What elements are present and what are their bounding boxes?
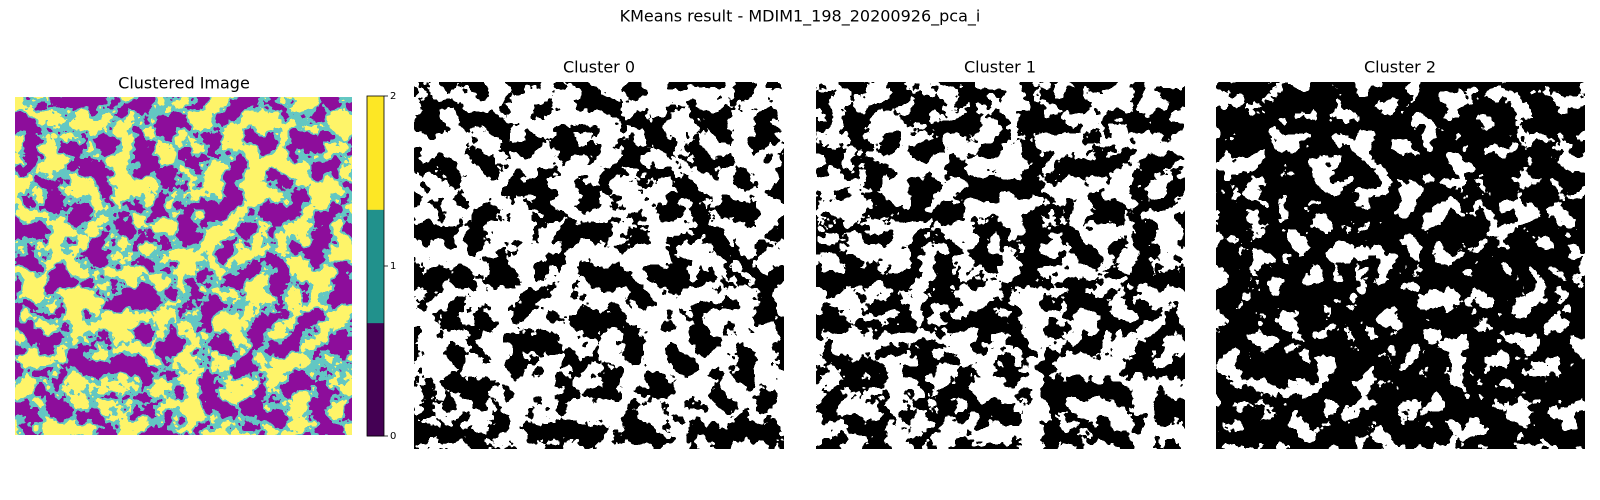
colorbar-tick-label: 0: [390, 431, 396, 442]
cluster-mask: [1216, 82, 1585, 449]
figure-title: KMeans result - MDIM1_198_20200926_pca_i: [620, 7, 981, 27]
panel-title: Clustered Image: [118, 74, 250, 93]
cluster-mask: [816, 82, 1185, 449]
colorbar: 0 1 2: [366, 91, 396, 442]
colorbar-segment: [367, 322, 384, 437]
panel-title: Cluster 2: [1364, 58, 1436, 77]
panel-title: Cluster 0: [563, 58, 635, 77]
clustered-image: [15, 97, 352, 435]
colorbar-segment: [367, 96, 384, 210]
cluster-mask: [414, 82, 784, 449]
panel-title: Cluster 1: [964, 58, 1036, 77]
colorbar-tick-label: 1: [390, 261, 396, 272]
colorbar-tick-label: 2: [390, 91, 396, 102]
colorbar-segment: [367, 209, 384, 324]
